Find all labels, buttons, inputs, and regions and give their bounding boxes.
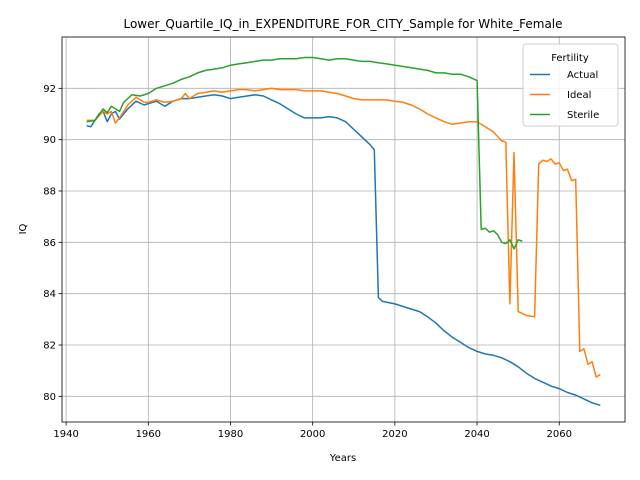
x-tick-label: 2040 xyxy=(464,429,489,440)
legend-label-ideal: Ideal xyxy=(567,90,591,101)
legend-label-actual: Actual xyxy=(567,70,598,81)
x-tick-label: 1940 xyxy=(53,429,78,440)
legend-box xyxy=(522,43,619,127)
axes-frame xyxy=(61,36,626,423)
y-tick-label: 90 xyxy=(43,135,56,146)
series-layer xyxy=(86,56,601,407)
legend-entries: Actual Ideal Sterile xyxy=(530,70,599,121)
x-axis-label: Years xyxy=(329,453,356,464)
x-tick-label: 1980 xyxy=(218,429,243,440)
series-line-sterile xyxy=(86,56,523,250)
y-tick-label: 84 xyxy=(43,289,56,300)
series-line-actual xyxy=(86,94,601,407)
y-axis-label: IQ xyxy=(18,223,29,234)
y-tick-label: 82 xyxy=(43,341,56,352)
x-tick-label: 2020 xyxy=(382,429,407,440)
legend: Fertility Actual Ideal Sterile xyxy=(522,43,619,127)
y-tick-label: 92 xyxy=(43,84,56,95)
legend-title: Fertility xyxy=(551,53,589,64)
series-line-ideal xyxy=(86,87,601,378)
x-tick-label: 1960 xyxy=(136,429,161,440)
y-tick-label: 88 xyxy=(43,187,56,198)
x-tick-label: 2060 xyxy=(547,429,572,440)
chart-title: Lower_Quartile_IQ_in_EXPENDITURE_FOR_CIT… xyxy=(123,17,562,31)
y-tick-label: 86 xyxy=(43,238,56,249)
y-axis-ticks: 80 82 84 86 88 90 92 xyxy=(43,84,62,403)
x-tick-label: 2000 xyxy=(300,429,325,440)
x-axis-ticks: 1940 1960 1980 2000 2020 2040 2060 xyxy=(53,422,572,440)
y-tick-label: 80 xyxy=(43,392,56,403)
legend-label-sterile: Sterile xyxy=(567,110,599,121)
